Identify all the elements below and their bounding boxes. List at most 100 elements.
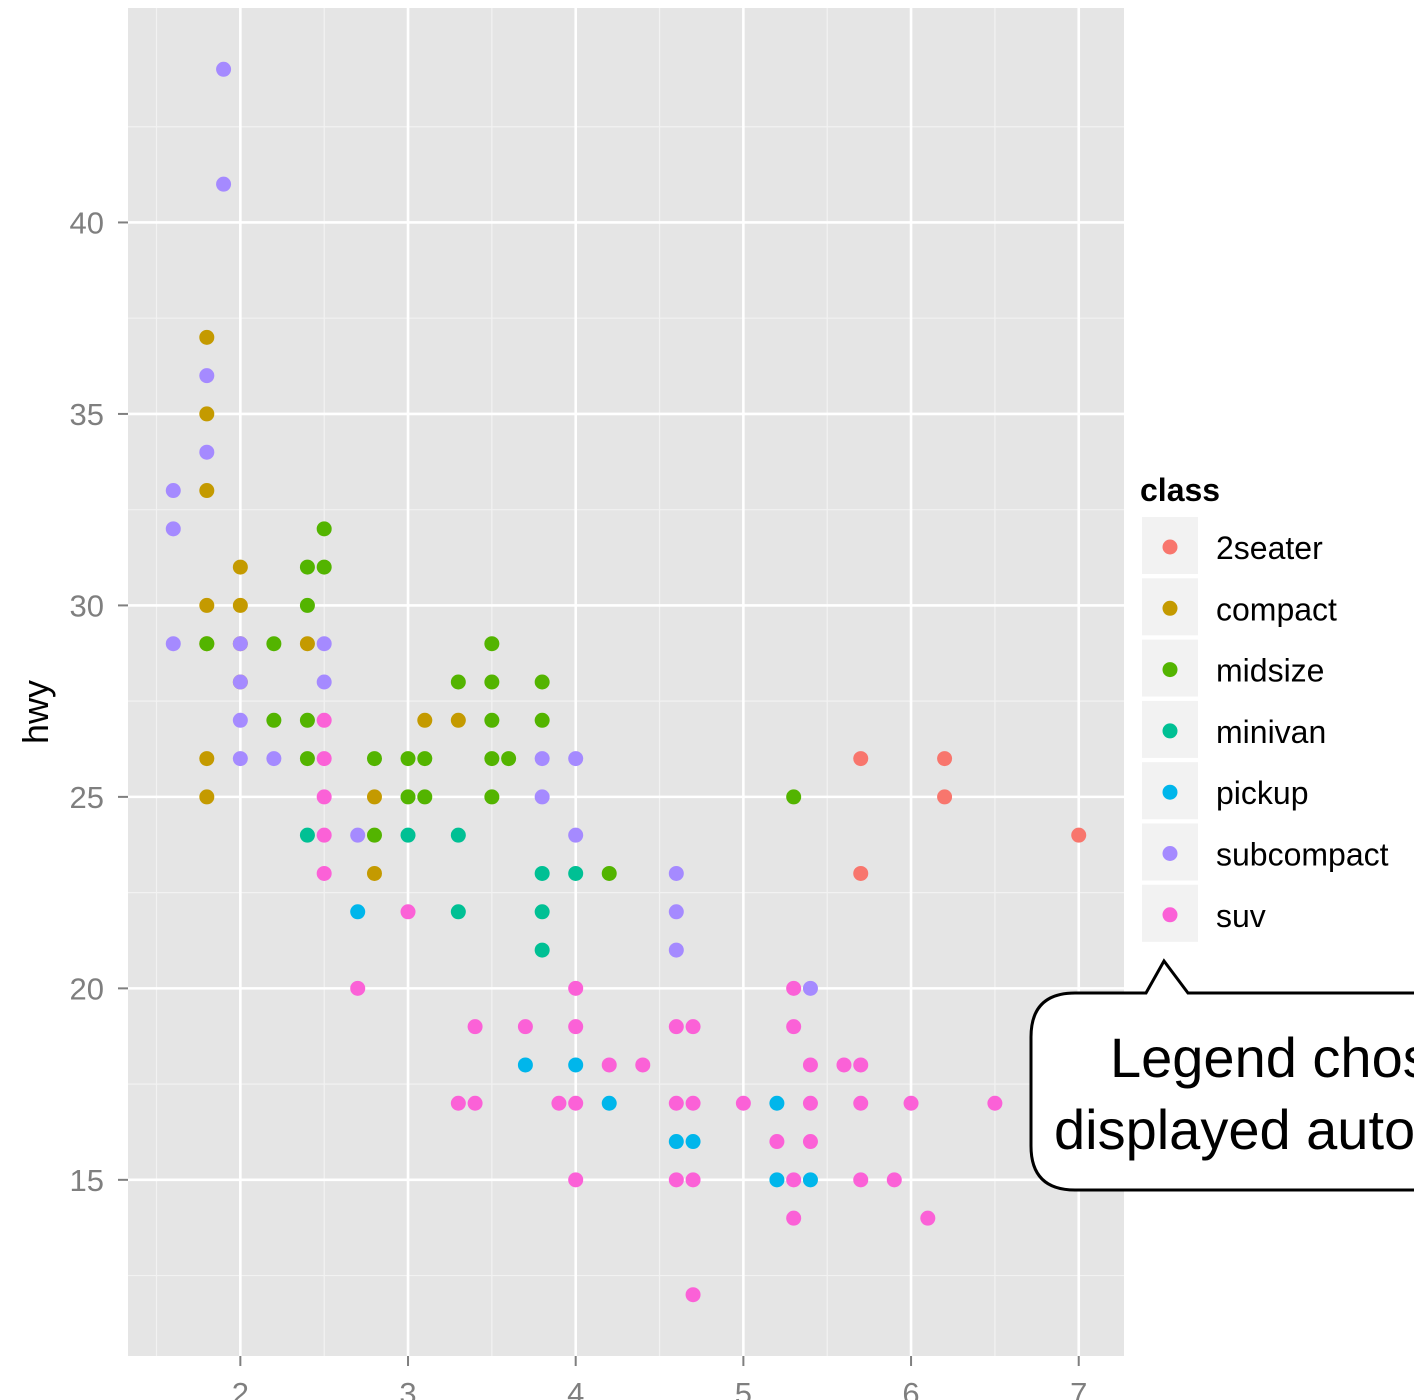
point-suv (786, 980, 802, 996)
point-subcompact (232, 636, 248, 652)
point-pickup (568, 1057, 584, 1073)
y-axis-title: hwy (15, 680, 56, 744)
point-minivan (568, 865, 584, 881)
point-compact (232, 559, 248, 575)
point-compact (199, 329, 215, 345)
point-suv (903, 1095, 919, 1111)
point-midsize (266, 712, 282, 728)
legend-label-minivan: minivan (1216, 714, 1326, 750)
point-minivan (534, 942, 550, 958)
point-midsize (299, 751, 315, 767)
point-pickup (350, 904, 366, 920)
legend-label-pickup: pickup (1216, 775, 1309, 811)
x-tick-label: 4 (567, 1376, 584, 1400)
point-suv (685, 1019, 701, 1035)
x-tick-label: 2 (232, 1376, 249, 1400)
point-suv (836, 1057, 852, 1073)
y-tick-label: 25 (70, 780, 104, 815)
point-midsize (199, 636, 215, 652)
point-subcompact (199, 368, 215, 384)
point-minivan (299, 827, 315, 843)
point-midsize (484, 789, 500, 805)
point-subcompact (232, 674, 248, 690)
point-midsize (400, 751, 416, 767)
point-compact (232, 597, 248, 613)
callout-line-1: Legend chosen and (1110, 1026, 1414, 1089)
plot-panel (128, 8, 1124, 1356)
point-suv (735, 1095, 751, 1111)
x-tick-label: 7 (1070, 1376, 1087, 1400)
point-subcompact (232, 751, 248, 767)
x-tick-label: 5 (735, 1376, 752, 1400)
point-suv (685, 1095, 701, 1111)
point-subcompact (668, 865, 684, 881)
point-midsize (484, 636, 500, 652)
point-suv (668, 1172, 684, 1188)
point-suv (350, 980, 366, 996)
point-suv (467, 1019, 483, 1035)
point-suv (786, 1172, 802, 1188)
point-suv (987, 1095, 1003, 1111)
point-midsize (786, 789, 802, 805)
point-subcompact (534, 789, 550, 805)
point-2seater (937, 751, 953, 767)
y-tick-label: 40 (70, 205, 104, 240)
callout-shape (1029, 958, 1414, 1192)
point-minivan (534, 904, 550, 920)
point-suv (568, 1019, 584, 1035)
minor-gridlines (128, 8, 1124, 1356)
legend-label-2seater: 2seater (1216, 530, 1323, 566)
point-suv (802, 1134, 818, 1150)
legend-key-suv (1162, 907, 1178, 923)
point-minivan (450, 827, 466, 843)
point-suv (467, 1095, 483, 1111)
point-suv (668, 1019, 684, 1035)
point-subcompact (199, 444, 215, 460)
point-compact (299, 636, 315, 652)
point-compact (199, 751, 215, 767)
legend-key-midsize (1162, 662, 1178, 678)
point-suv (568, 1095, 584, 1111)
point-subcompact (165, 636, 181, 652)
point-suv (786, 1210, 802, 1226)
point-suv (400, 904, 416, 920)
point-subcompact (568, 751, 584, 767)
point-midsize (299, 712, 315, 728)
point-midsize (484, 751, 500, 767)
point-suv (601, 1057, 617, 1073)
point-subcompact (216, 61, 232, 77)
point-compact (417, 712, 433, 728)
point-pickup (769, 1172, 785, 1188)
legend-key-minivan (1162, 723, 1178, 739)
point-subcompact (216, 176, 232, 192)
point-pickup (685, 1134, 701, 1150)
point-suv (316, 789, 332, 805)
y-tick-label: 20 (70, 971, 104, 1006)
point-midsize (534, 674, 550, 690)
legend-key-pickup (1162, 784, 1178, 800)
x-tick-label: 6 (902, 1376, 919, 1400)
point-pickup (769, 1095, 785, 1111)
point-compact (366, 789, 382, 805)
point-suv (316, 751, 332, 767)
legend-key-subcompact (1162, 846, 1178, 861)
point-compact (199, 406, 215, 422)
point-subcompact (232, 712, 248, 728)
point-midsize (484, 674, 500, 690)
point-midsize (417, 789, 433, 805)
point-pickup (517, 1057, 533, 1073)
legend-label-compact: compact (1216, 591, 1337, 627)
point-suv (568, 980, 584, 996)
point-minivan (450, 904, 466, 920)
data-points (165, 61, 1087, 1303)
point-subcompact (165, 483, 181, 499)
point-midsize (316, 559, 332, 575)
point-subcompact (802, 980, 818, 996)
callout-line-2: displayed automatically. (1054, 1098, 1414, 1161)
point-compact (199, 597, 215, 613)
point-suv (853, 1057, 869, 1073)
legend: class 2seater compact midsize minivan pickup… (1124, 460, 1414, 962)
point-midsize (484, 712, 500, 728)
point-midsize (601, 865, 617, 881)
